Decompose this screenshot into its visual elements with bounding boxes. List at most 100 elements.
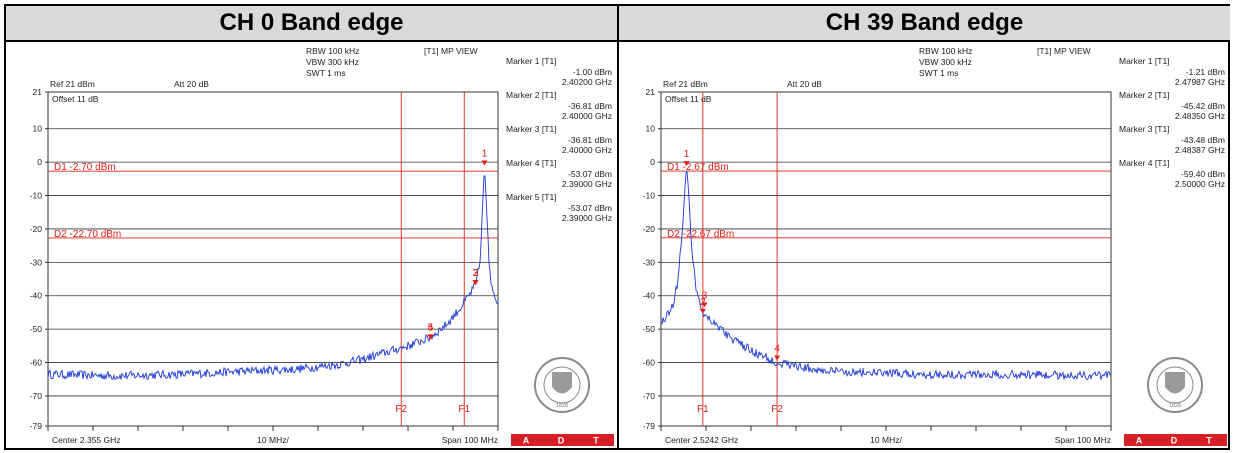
- ch0-marker-title-1: Marker 1 [T1]: [506, 56, 557, 66]
- ch1-marker-level-1: -1.21 dBm: [1186, 67, 1225, 77]
- ch1-offset-label: Offset 11 dB: [665, 94, 712, 104]
- ch1-marker-number-2: 2: [700, 297, 706, 308]
- ch1-marker-freq-1: 2.47987 GHz: [1175, 77, 1225, 87]
- ch1-y-tick-label: -40: [643, 291, 656, 301]
- ch1-bureau-veritas-seal-icon: 1828: [1147, 357, 1203, 413]
- ch0-marker-freq-3: 2.40000 GHz: [562, 145, 612, 155]
- ch1-threshold-label-1: D1 -2.67 dBm: [667, 162, 729, 173]
- ch0-marker-number-4: 4: [428, 322, 434, 333]
- ch1-span-label: Span 100 MHz: [1055, 435, 1111, 445]
- ch0-threshold-label-2: D2 -22.70 dBm: [54, 229, 121, 240]
- ch0-seal-shield: [552, 372, 572, 394]
- ch0-marker-title-2: Marker 2 [T1]: [506, 90, 557, 100]
- ch0-view-label: [T1] MP VIEW: [424, 46, 478, 56]
- ch1-marker-point-1: [683, 161, 690, 167]
- ch0-marker-freq-4: 2.39000 GHz: [562, 179, 612, 189]
- ch0-marker-point-3: [472, 280, 479, 286]
- ch1-rbw-label: RBW 100 kHz: [919, 46, 972, 56]
- ch1-y-tick-label: 21: [646, 87, 656, 97]
- ch0-marker-title-4: Marker 4 [T1]: [506, 158, 557, 168]
- ch1-marker-freq-3: 2.48387 GHz: [1175, 145, 1225, 155]
- ch0-marker-number-5: 5: [428, 322, 434, 333]
- ch0-marker-level-3: -36.81 dBm: [568, 135, 612, 145]
- ch1-trace-line: [660, 170, 1112, 381]
- ch1-freq-line-label-f2: F2: [771, 404, 783, 415]
- ch1-marker-freq-2: 2.48350 GHz: [1175, 111, 1225, 121]
- ch0-ref-label: Ref 21 dBm: [50, 79, 95, 89]
- ch1-marker-point-4: [774, 355, 781, 361]
- ch1-y-tick-label: -20: [643, 224, 656, 234]
- ch0-y-tick-label: -60: [30, 358, 43, 368]
- ch0-y-tick-label: 10: [33, 124, 43, 134]
- ch1-marker-title-3: Marker 3 [T1]: [1119, 124, 1170, 134]
- ch1-y-tick-label: -30: [643, 257, 656, 267]
- ch0-swt-label: SWT 1 ms: [306, 68, 346, 78]
- ch1-threshold-label-2: D2 -22.67 dBm: [667, 229, 734, 240]
- ch1-marker-title-1: Marker 1 [T1]: [1119, 56, 1170, 66]
- ch0-freq-line-label-f1: F1: [458, 404, 470, 415]
- ch1-y-tick-label: 0: [650, 157, 655, 167]
- ch1-y-tick-label: 10: [646, 124, 656, 134]
- ch0-y-tick-label: -70: [30, 391, 43, 401]
- ch1-center-label: Center 2.5242 GHz: [665, 435, 738, 445]
- ch0-y-tick-label: -10: [30, 191, 43, 201]
- chart-title-ch0: CH 0 Band edge: [6, 6, 617, 42]
- ch1-marker-point-3: [701, 302, 708, 308]
- ch0-marker-freq-2: 2.40000 GHz: [562, 111, 612, 121]
- ch0-marker-freq-1: 2.40200 GHz: [562, 77, 612, 87]
- ch0-threshold-label-1: D1 -2.70 dBm: [54, 162, 116, 173]
- ch1-marker-freq-4: 2.50000 GHz: [1175, 179, 1225, 189]
- ch1-plot-frame: [660, 91, 1112, 427]
- chart-title-ch39: CH 39 Band edge: [619, 6, 1230, 42]
- ch1-seal-year: 1828: [1169, 403, 1181, 409]
- ch1-marker-level-2: -45.42 dBm: [1181, 101, 1225, 111]
- ch0-freq-line-label-f2: F2: [395, 404, 407, 415]
- figure-frame: CH 0 Band edge RBW 100 kHz VBW 300 kHz SWT…: [4, 4, 1230, 450]
- ch0-marker-point-5: [427, 334, 434, 340]
- ch0-adt-letter: D: [558, 436, 565, 446]
- ch0-marker-number-2: 2: [473, 268, 479, 279]
- ch0-marker-number-3: 3: [473, 268, 479, 279]
- ch0-y-tick-label: -40: [30, 291, 43, 301]
- ch1-seal-shield: [1165, 372, 1185, 394]
- ch1-y-tick-label: -79: [643, 421, 656, 431]
- ch0-offset-label: Offset 11 dB: [52, 94, 99, 104]
- ch1-marker-number-1: 1: [684, 149, 690, 160]
- ch1-marker-level-4: -59.40 dBm: [1181, 169, 1225, 179]
- ch0-marker-level-2: -36.81 dBm: [568, 101, 612, 111]
- ch1-adt-letter: T: [1206, 436, 1212, 446]
- ch1-marker-point-2: [699, 308, 706, 314]
- ch1-swt-label: SWT 1 ms: [919, 68, 959, 78]
- ch0-marker-freq-5: 2.39000 GHz: [562, 213, 612, 223]
- ch1-y-tick-label: -70: [643, 391, 656, 401]
- ch0-y-tick-label: 0: [37, 157, 42, 167]
- ch1-marker-title-2: Marker 2 [T1]: [1119, 90, 1170, 100]
- ch0-marker-level-5: -53.07 dBm: [568, 203, 612, 213]
- ch1-adt-letter: D: [1171, 436, 1178, 446]
- ch0-rbw-label: RBW 100 kHz: [306, 46, 359, 56]
- ch0-marker-title-3: Marker 3 [T1]: [506, 124, 557, 134]
- ch0-adt-letter: T: [593, 436, 599, 446]
- ch1-seal-inner-ring: [1156, 366, 1194, 404]
- ch0-y-tick-label: -50: [30, 324, 43, 334]
- ch0-marker-point-1: [481, 160, 488, 166]
- ch0-y-tick-label: -79: [30, 421, 43, 431]
- ch1-marker-level-3: -43.48 dBm: [1181, 135, 1225, 145]
- ch1-att-label: Att 20 dB: [787, 79, 822, 89]
- ch0-adt-letter: A: [523, 436, 530, 446]
- ch0-seal-year: 1828: [556, 403, 568, 409]
- ch0-att-label: Att 20 dB: [174, 79, 209, 89]
- ch1-marker-number-3: 3: [702, 290, 708, 301]
- ch1-view-label: [T1] MP VIEW: [1037, 46, 1091, 56]
- ch0-plot-frame: [47, 91, 499, 427]
- ch1-freq-line-label-f1: F1: [697, 404, 709, 415]
- ch1-div-label: 10 MHz/: [870, 435, 902, 445]
- panel-ch0: CH 0 Band edge RBW 100 kHz VBW 300 kHz SWT…: [6, 6, 619, 448]
- ch0-vbw-label: VBW 300 kHz: [306, 57, 359, 67]
- ch1-adt-bar: [1124, 434, 1227, 446]
- ch0-y-tick-label: -30: [30, 257, 43, 267]
- ch0-trace-line: [47, 175, 499, 381]
- ch0-marker-title-5: Marker 5 [T1]: [506, 192, 557, 202]
